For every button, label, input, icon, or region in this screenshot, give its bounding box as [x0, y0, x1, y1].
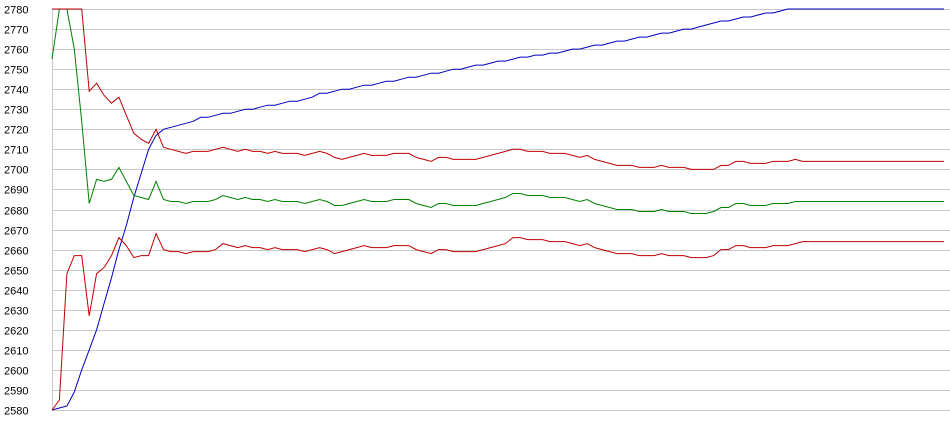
y-tick-label: 2670 [4, 226, 28, 238]
gridlines [52, 9, 950, 411]
y-tick-label: 2610 [4, 346, 28, 358]
series-line-3 [52, 8, 944, 170]
y-tick-label: 2730 [4, 105, 28, 117]
y-tick-label: 2710 [4, 145, 28, 157]
series-line-1 [51, 8, 944, 411]
y-tick-label: 2590 [4, 386, 28, 398]
series-line-2 [51, 8, 944, 214]
y-tick-label: 2720 [4, 125, 28, 137]
y-tick-label: 2680 [4, 206, 28, 218]
y-tick-label: 2740 [4, 85, 28, 97]
y-tick-label: 2630 [4, 306, 28, 318]
series-line-4 [51, 232, 944, 411]
y-tick-label: 2600 [4, 366, 28, 378]
y-tick-label: 2580 [4, 406, 28, 418]
y-tick-label: 2750 [4, 65, 28, 77]
y-tick-label: 2640 [4, 286, 28, 298]
y-tick-label: 2690 [4, 185, 28, 197]
y-tick-label: 2620 [4, 326, 28, 338]
y-tick-label: 2660 [4, 246, 28, 258]
y-tick-label: 2760 [4, 45, 28, 57]
series-lines [51, 8, 944, 411]
y-tick-label: 2650 [4, 266, 28, 278]
y-tick-label: 2780 [4, 5, 28, 17]
y-tick-label: 2770 [4, 25, 28, 37]
y-tick-label: 2700 [4, 165, 28, 177]
y-tick-labels: 2580 2590 2600 2610 2620 2630 2640 2650 2660 2670… [4, 5, 28, 418]
